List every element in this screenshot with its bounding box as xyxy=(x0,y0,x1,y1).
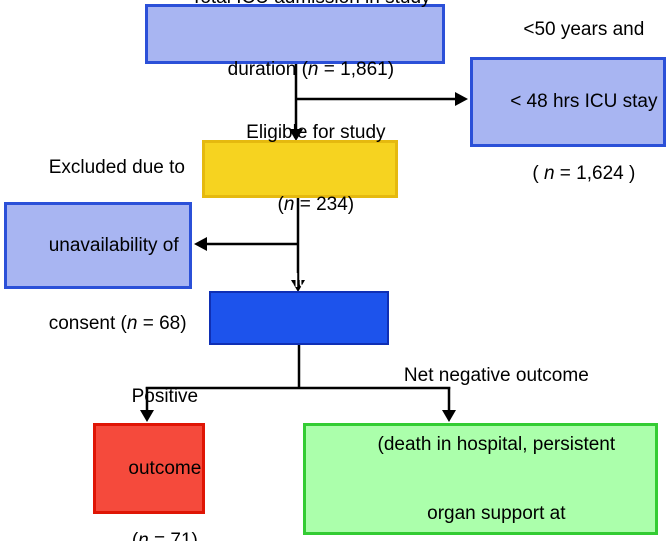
negative-line-3: organ support at xyxy=(395,479,565,541)
eligible-line-1: Eligible for study xyxy=(214,97,385,169)
box-excluded-consent: Excluded due to unavailability of consen… xyxy=(4,157,192,334)
negative-line-3-text: organ support at xyxy=(427,503,566,524)
total-line-2: duration (n = 1,861) xyxy=(196,34,394,106)
excluded-line-2: unavailability of xyxy=(17,207,179,285)
positive-line-3-pre: ( xyxy=(131,529,139,541)
excluded-line-1-text: Excluded due to xyxy=(48,156,185,178)
agestay-line-1: <50 years and xyxy=(492,0,645,66)
total-line-2-post: = 1,861) xyxy=(318,59,395,80)
excluded-line-3-post: = 68) xyxy=(137,312,187,334)
excluded-line-3-pre: consent ( xyxy=(48,312,127,334)
arrowhead-left-excluded-icon xyxy=(194,237,207,251)
negative-line-1: Net negative outcome xyxy=(372,341,589,410)
included-line-2: study (n = 166) xyxy=(220,318,379,390)
excluded-line-1: Excluded due to xyxy=(17,129,185,207)
box-total-icu-admission: Total ICU admission in study duration (n… xyxy=(145,0,445,80)
included-line-1: Included in xyxy=(237,246,361,318)
box-eligible-for-study: Eligible for study (n = 234) xyxy=(202,122,398,215)
excluded-n-symbol: n xyxy=(126,312,138,334)
box-net-negative-outcome: Net negative outcome (death in hospital,… xyxy=(303,365,658,535)
positive-line-2: outcome xyxy=(97,433,202,505)
negative-line-2-text: (death in hospital, persistent xyxy=(377,434,616,455)
agestay-line-3-pre: ( xyxy=(532,163,544,184)
arrowhead-down-eligible-icon xyxy=(289,129,303,141)
agestay-line-2: < 48 hrs ICU stay xyxy=(479,66,658,138)
box-age-stay-exclusion: <50 years and < 48 hrs ICU stay ( n = 1,… xyxy=(470,19,666,184)
arrowhead-down-included-icon xyxy=(291,280,305,292)
positive-line-1: Positive xyxy=(100,361,199,433)
agestay-line-3-post: = 1,624 ) xyxy=(554,163,636,184)
agestay-line-1-text: <50 years and xyxy=(523,19,645,40)
eligible-line-1-text: Eligible for study xyxy=(246,122,386,143)
agestay-line-2-text: < 48 hrs ICU stay xyxy=(510,91,658,112)
excluded-line-3: consent (n = 68) xyxy=(17,285,187,363)
box-positive-outcome: Positive outcome (n = 71) xyxy=(93,386,205,541)
arrowhead-down-positive-icon xyxy=(140,410,154,422)
included-line-1-text: Included in xyxy=(268,271,361,292)
agestay-n-symbol: n xyxy=(543,163,555,184)
total-line-1: Total ICU admission in study xyxy=(159,0,431,34)
positive-line-1-text: Positive xyxy=(131,385,199,407)
total-n-symbol: n xyxy=(307,59,319,80)
positive-n-symbol: n xyxy=(138,529,149,541)
negative-line-1-text: Net negative outcome xyxy=(403,365,589,386)
arrowhead-down-negative-icon xyxy=(442,410,456,422)
included-n-symbol: n xyxy=(308,343,319,364)
negative-line-2: (death in hospital, persistent xyxy=(346,410,616,479)
agestay-line-3: ( n = 1,624 ) xyxy=(501,138,636,210)
eligible-line-2-post: = 234) xyxy=(294,194,355,215)
included-line-2-post: = 166) xyxy=(318,343,379,364)
positive-line-3: (n = 71) xyxy=(100,505,198,541)
eligible-n-symbol: n xyxy=(283,194,295,215)
included-line-2-pre: study ( xyxy=(251,343,309,364)
total-line-2-pre: duration ( xyxy=(227,59,308,80)
eligible-line-2: (n = 234) xyxy=(246,169,355,241)
total-line-1-text: Total ICU admission in study xyxy=(191,0,431,8)
arrowhead-right-agestay-icon xyxy=(455,92,468,106)
excluded-line-2-text: unavailability of xyxy=(48,234,179,256)
eligible-line-2-pre: ( xyxy=(277,194,284,215)
positive-line-2-text: outcome xyxy=(128,457,202,479)
box-included-in-study: Included in study (n = 166) xyxy=(209,271,389,364)
positive-line-3-post: = 71) xyxy=(148,529,198,541)
